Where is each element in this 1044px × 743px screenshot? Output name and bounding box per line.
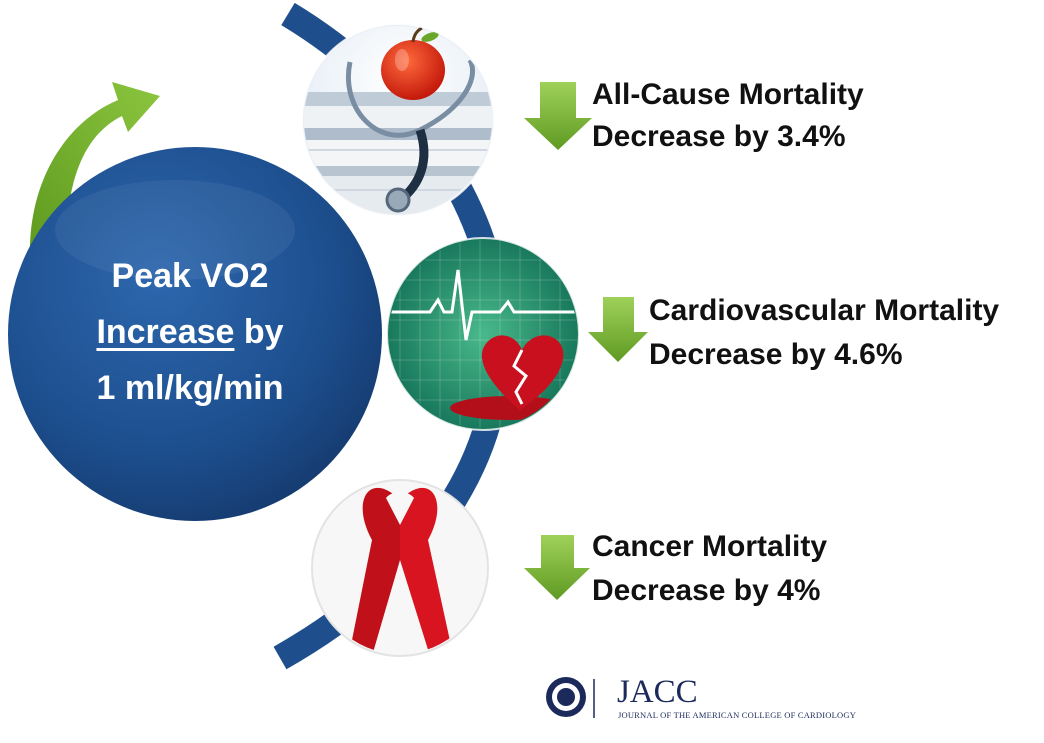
all-cause-value: Decrease by 3.4% bbox=[592, 120, 846, 153]
all-cause-title: All-Cause Mortality bbox=[592, 78, 864, 111]
awareness-ribbon-icon bbox=[311, 479, 489, 657]
decrease-arrow-icon bbox=[588, 297, 648, 362]
cancer-mortality-text: Cancer Mortality Decrease by 4% bbox=[592, 525, 827, 613]
jacc-wordmark: JACC bbox=[617, 674, 698, 710]
center-by-word: by bbox=[234, 313, 284, 351]
cancer-value: Decrease by 4% bbox=[592, 574, 821, 607]
all-cause-mortality-text: All-Cause Mortality Decrease by 3.4% bbox=[592, 74, 864, 158]
decrease-arrow-icon bbox=[524, 82, 592, 150]
cardiovascular-mortality-text: Cardiovascular Mortality Decrease by 4.6… bbox=[649, 289, 999, 377]
acc-seal-logo bbox=[546, 677, 595, 718]
cancer-title: Cancer Mortality bbox=[592, 530, 828, 563]
cardiovascular-title: Cardiovascular Mortality bbox=[649, 294, 1000, 327]
peak-vo2-circle bbox=[8, 147, 382, 521]
cardiovascular-value: Decrease by 4.6% bbox=[649, 338, 903, 371]
decrease-arrow-icon bbox=[524, 535, 590, 600]
peak-vo2-label: Peak VO2 Increase by 1 ml/kg/min bbox=[40, 248, 340, 416]
center-line-3: 1 ml/kg/min bbox=[96, 369, 284, 407]
jacc-subtitle: JOURNAL OF THE AMERICAN COLLEGE OF CARDI… bbox=[618, 710, 857, 720]
jacc-logo: JACC JOURNAL OF THE AMERICAN COLLEGE OF … bbox=[543, 674, 856, 726]
center-line-1: Peak VO2 bbox=[111, 257, 269, 295]
center-line-2: Increase by bbox=[40, 304, 340, 360]
ecg-broken-heart-icon bbox=[386, 237, 580, 431]
center-increase-word: Increase bbox=[96, 313, 235, 351]
